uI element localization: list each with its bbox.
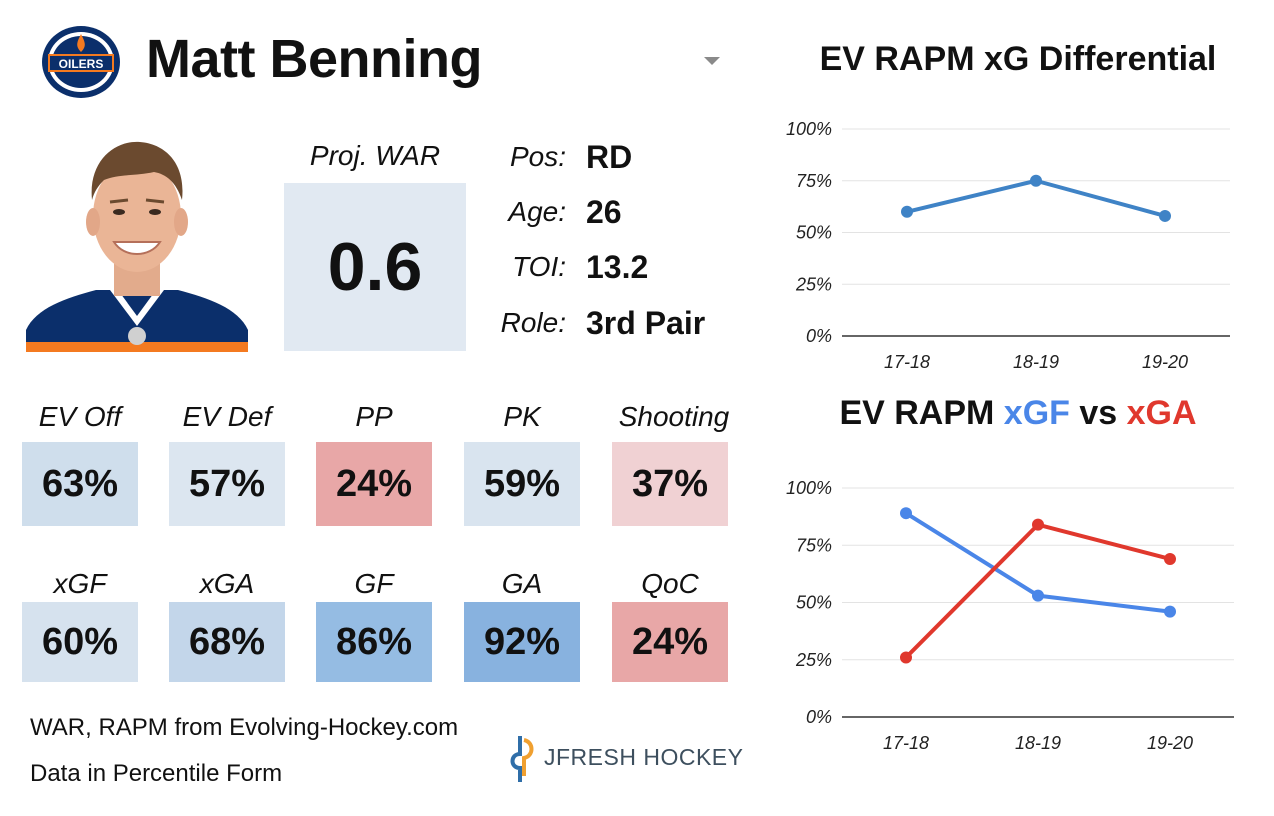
stat-label-ga: GA (501, 568, 543, 599)
chart1-title: EV RAPM xG Differential (819, 40, 1217, 78)
bio-key-role: Role: (500, 307, 566, 338)
chart2-data-point (1032, 518, 1044, 531)
stat-label-gf: GF (354, 568, 394, 599)
stat-value-shooting: 37% (631, 463, 709, 505)
stat-value-ev-def: 57% (188, 463, 266, 505)
stat-label-xga: xGA (199, 568, 255, 599)
chart1-data-point (1159, 209, 1171, 222)
bio-key-toi: TOI: (512, 251, 566, 282)
stat-label-shooting: Shooting (618, 401, 730, 432)
stat-box-ev-def: 57% (169, 442, 285, 526)
chart2-title: EV RAPM xGF vs xGA (800, 394, 1236, 433)
chart1-ytick-label: 75% (796, 171, 832, 191)
chart1-data-point (901, 205, 913, 218)
stat-box-pk: 59% (464, 442, 580, 526)
brand-logo-icon (506, 734, 536, 789)
chart2-ytick-label: 25% (795, 650, 832, 670)
chart2-data-point (900, 651, 912, 664)
player-photo (26, 130, 248, 352)
stat-label-ev-def: EV Def (182, 401, 272, 432)
stat-value-ga: 92% (483, 621, 561, 663)
stat-value-ev-off: 63% (41, 463, 119, 505)
chart2-xtick-label: 18-19 (1015, 733, 1061, 753)
chart2-ytick-label: 100% (786, 478, 832, 498)
chart2-xtick-label: 17-18 (883, 733, 929, 753)
chart2-title-vs: vs (1069, 394, 1127, 432)
chart2-ytick-label: 75% (796, 535, 832, 555)
stat-label-xgf: xGF (53, 568, 107, 599)
chart2-title-part-1: EV RAPM (839, 394, 1004, 432)
chart1-xtick-label: 19-20 (1142, 352, 1188, 372)
stat-box-pp: 24% (316, 442, 432, 526)
team-logo-text: OILERS (59, 57, 104, 71)
bio-value-toi: 13.2 (586, 249, 649, 285)
chart1-xtick-label: 18-19 (1013, 352, 1059, 372)
stat-label-qoc: QoC (641, 568, 699, 599)
stat-label-pp: PP (355, 401, 393, 432)
stat-box-qoc: 24% (612, 602, 728, 682)
chart2-data-point (1164, 605, 1176, 618)
chart1-xtick-label: 17-18 (884, 352, 930, 372)
stat-value-qoc: 24% (631, 621, 709, 663)
chart1-data-point (1030, 174, 1042, 187)
bio-key-age: Age: (508, 196, 566, 227)
stat-box-xga: 68% (169, 602, 285, 682)
chart2-data-point (900, 507, 912, 520)
bio-value-role: 3rd Pair (586, 305, 706, 341)
stat-value-pp: 24% (335, 463, 413, 505)
stat-box-shooting: 37% (612, 442, 728, 526)
chart1-ytick-label: 50% (796, 223, 832, 243)
stat-box-ev-off: 63% (22, 442, 138, 526)
bio-key-pos: Pos: (509, 141, 566, 172)
chart2-data-point (1032, 589, 1044, 602)
chart2-ytick-label: 0% (806, 707, 832, 727)
stat-value-gf: 86% (335, 621, 413, 663)
stat-value-pk: 59% (483, 463, 561, 505)
stat-label-ev-off: EV Off (38, 401, 122, 432)
chart1-ytick-label: 25% (795, 274, 832, 294)
stat-value-xgf: 60% (41, 621, 119, 663)
chart1-ytick-label: 0% (806, 326, 832, 346)
player-dropdown-arrow[interactable] (704, 57, 720, 65)
stat-box-gf: 86% (316, 602, 432, 682)
war-value: 0.6 (327, 229, 423, 305)
war-box: 0.6 (284, 183, 466, 351)
war-label: Proj. WAR (309, 140, 441, 171)
chart2-xtick-label: 19-20 (1147, 733, 1193, 753)
stat-label-pk: PK (503, 401, 541, 432)
chart2-title-xga: xGA (1126, 394, 1197, 432)
bio-value-pos: RD (586, 139, 633, 175)
stat-box-ga: 92% (464, 602, 580, 682)
chart2-svg: 0% 25% 50% 75% 100% 17-18 18-19 19-20 (786, 478, 1234, 753)
chart1-ytick-label: 100% (786, 119, 832, 139)
footer-percentile-note: Data in Percentile Form (30, 760, 283, 787)
chart2-title-xgf: xGF (1003, 394, 1070, 432)
bio-value-age: 26 (586, 194, 622, 230)
stat-box-xgf: 60% (22, 602, 138, 682)
chart2-ytick-label: 50% (796, 593, 832, 613)
player-name: Matt Benning (146, 29, 482, 89)
brand-name: JFRESH HOCKEY (544, 744, 744, 770)
chart1-svg: 0% 25% 50% 75% 100% 17-18 18-19 19-20 (786, 119, 1230, 372)
chart2-data-point (1164, 552, 1176, 565)
footer-source: WAR, RAPM from Evolving-Hockey.com (30, 714, 459, 741)
stat-value-xga: 68% (188, 621, 266, 663)
team-logo: OILERS (40, 24, 122, 100)
